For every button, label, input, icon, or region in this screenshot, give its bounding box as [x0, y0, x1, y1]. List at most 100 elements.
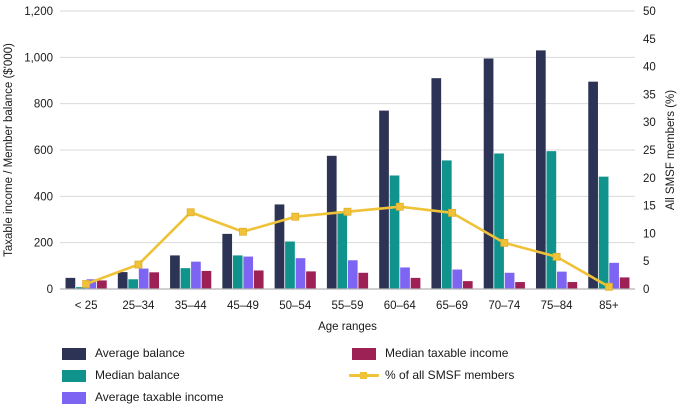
bar: [97, 280, 107, 289]
bar: [86, 279, 97, 289]
right-axis-tick-label: 50: [643, 6, 656, 18]
bar: [65, 277, 76, 289]
left-axis-tick-label: 0: [47, 284, 53, 296]
left-axis-title: Taxable income / Member balance ($'000): [3, 43, 15, 257]
bar: [138, 268, 149, 289]
bar: [358, 272, 369, 289]
bar: [431, 78, 442, 289]
x-axis-tick-label: 60–64: [384, 300, 417, 312]
right-axis-tick-label: 45: [643, 34, 656, 46]
bar: [117, 272, 128, 289]
line-point-marker: [500, 238, 509, 247]
legend-line-sample-icon: [349, 369, 379, 382]
legend-swatch-median-taxable-income: [352, 347, 376, 360]
bar: [306, 271, 316, 289]
bar: [201, 270, 212, 289]
line-point-marker: [291, 212, 300, 221]
bar: [253, 270, 264, 289]
bar: [567, 282, 578, 289]
left-axis-tick-label: 200: [34, 238, 53, 250]
x-axis-tick-label: 35–44: [175, 300, 208, 312]
legend-swatch-average-balance: [62, 347, 86, 360]
x-axis-tick-label: 75–84: [541, 300, 574, 312]
bar: [347, 260, 358, 289]
legend-item-median-taxable-income: Median taxable income: [352, 347, 508, 360]
bar: [494, 153, 504, 289]
right-axis-tick-label: 10: [643, 228, 656, 240]
bar: [504, 272, 515, 289]
x-axis-title: Age ranges: [318, 321, 377, 333]
right-axis-tick-label: 15: [643, 201, 656, 213]
line-point-marker: [82, 280, 91, 288]
left-axis-tick-label: 1,200: [24, 6, 53, 18]
pct-members-line: [85, 205, 610, 288]
left-axis-tick-label: 400: [34, 191, 53, 203]
bar: [243, 256, 254, 289]
left-axis-tick-label: 600: [34, 145, 53, 157]
x-axis-tick-label: 85+: [599, 300, 619, 312]
chart-legend: Average balance Median balance Average t…: [0, 344, 689, 410]
bar: [588, 81, 598, 290]
bar: [180, 268, 191, 289]
bar: [546, 151, 557, 289]
right-axis-tick-label: 30: [643, 117, 656, 129]
x-axis-tick-label: < 25: [75, 300, 98, 312]
legend-item-median-balance: Median balance: [62, 369, 180, 382]
legend-item-average-taxable-income: Average taxable income: [62, 391, 224, 404]
x-axis-tick-label: 65–69: [436, 300, 468, 312]
right-axis-tick-label: 20: [643, 173, 656, 185]
bar: [379, 110, 389, 289]
line-point-marker: [134, 260, 143, 269]
bar: [128, 279, 139, 289]
right-axis-tick-label: 25: [643, 145, 656, 157]
bar: [483, 58, 494, 289]
bar: [149, 272, 160, 289]
bars-average-balance: [65, 50, 598, 290]
right-axis-tick-label: 35: [643, 89, 656, 101]
chart-canvas: 0 200 400 600 800 1,000 1,200 0 5 10 15 20 25 30 35 40 4…: [3, 6, 677, 333]
line-point-marker: [239, 227, 247, 236]
line-point-marker: [186, 208, 195, 217]
bars-median-balance: [76, 151, 609, 289]
bar: [285, 241, 295, 289]
right-axis-title: All SMSF members (%): [665, 90, 677, 210]
x-axis-tick-label: 55–59: [332, 300, 364, 312]
bar: [609, 262, 619, 289]
x-axis-tick-label: 25–34: [122, 300, 155, 312]
x-axis-tick-label: 70–74: [488, 300, 521, 312]
bar: [462, 281, 473, 289]
bar: [274, 204, 285, 289]
line-point-marker: [343, 207, 352, 216]
legend-label-average-taxable-income: Average taxable income: [95, 390, 224, 404]
line-point-marker: [448, 208, 456, 217]
bar: [389, 175, 400, 289]
legend-swatch-average-taxable-income: [62, 391, 86, 404]
bar: [295, 258, 306, 289]
legend-label-median-taxable-income: Median taxable income: [385, 346, 509, 360]
right-axis-tick-label: 40: [643, 62, 656, 74]
bar: [76, 287, 86, 289]
legend-label-average-balance: Average balance: [95, 346, 185, 360]
bar: [441, 160, 452, 289]
bar: [515, 282, 525, 289]
bar: [400, 267, 410, 289]
bar: [326, 155, 337, 289]
right-axis-tick-label: 5: [643, 256, 649, 268]
legend-swatch-median-balance: [62, 369, 86, 382]
line-point-marker: [552, 252, 561, 261]
legend-item-average-balance: Average balance: [62, 347, 185, 360]
left-axis-tick-label: 800: [34, 99, 53, 111]
bar: [619, 277, 630, 289]
right-axis-tick-label: 0: [643, 284, 649, 296]
legend-label-pct-smsf-members: % of all SMSF members: [385, 368, 515, 382]
bar: [452, 269, 463, 289]
bar: [410, 277, 421, 289]
legend-label-median-balance: Median balance: [95, 368, 180, 382]
legend-item-pct-smsf-members: % of all SMSF members: [349, 368, 515, 382]
bar: [556, 271, 567, 289]
bar: [337, 211, 348, 289]
bar: [222, 233, 233, 289]
bars-median-taxable-income: [97, 270, 630, 289]
x-axis-tick-label: 45–49: [227, 300, 259, 312]
